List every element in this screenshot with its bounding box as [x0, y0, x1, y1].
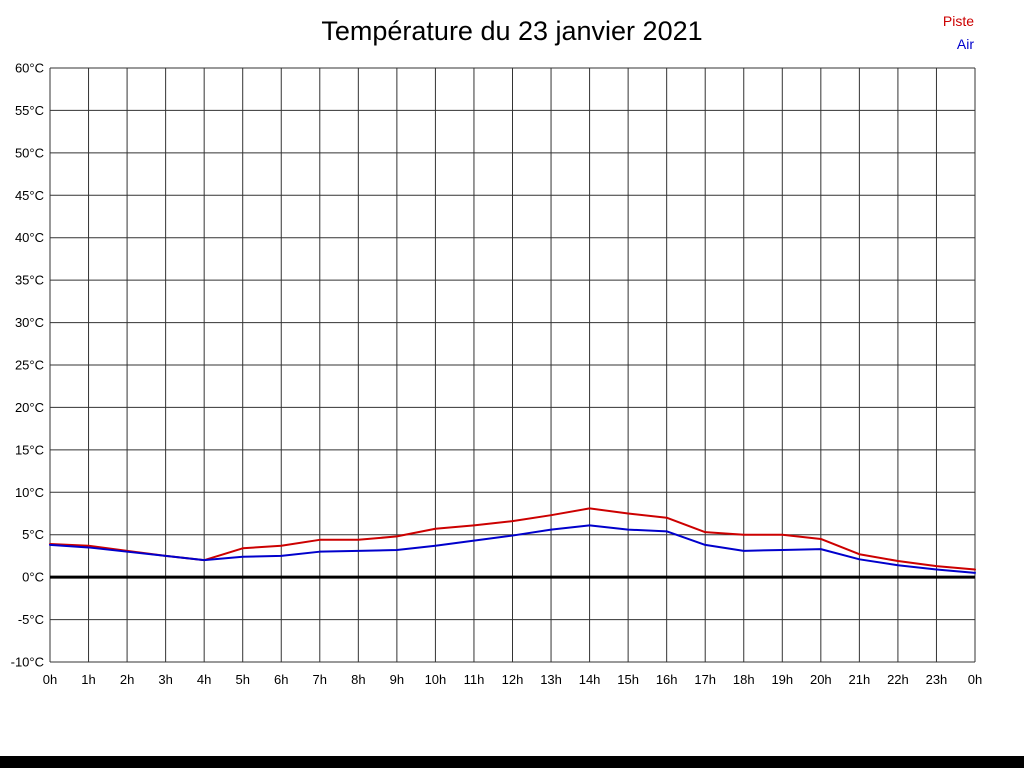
x-tick-label: 10h: [425, 672, 447, 687]
x-tick-label: 23h: [926, 672, 948, 687]
chart-legend: Piste Air: [943, 10, 974, 56]
x-tick-label: 13h: [540, 672, 562, 687]
y-tick-label: 0°C: [22, 570, 44, 585]
x-tick-label: 3h: [158, 672, 172, 687]
y-tick-label: 55°C: [15, 103, 44, 118]
y-tick-label: 50°C: [15, 145, 44, 160]
x-tick-label: 18h: [733, 672, 755, 687]
y-tick-label: 40°C: [15, 230, 44, 245]
series-line-air: [49, 524, 976, 574]
x-tick-label: 2h: [120, 672, 134, 687]
chart-title: Température du 23 janvier 2021: [321, 16, 703, 46]
x-tick-label: 20h: [810, 672, 832, 687]
x-tick-label: 7h: [313, 672, 327, 687]
x-tick-label: 22h: [887, 672, 909, 687]
x-tick-label: 0h: [43, 672, 57, 687]
x-tick-label: 0h: [968, 672, 982, 687]
x-tick-label: 16h: [656, 672, 678, 687]
legend-item-piste: Piste: [942, 13, 974, 29]
y-tick-label: -5°C: [18, 612, 44, 627]
legend-item-air: Air: [956, 36, 974, 52]
x-tick-label: 15h: [617, 672, 639, 687]
y-tick-label: 30°C: [15, 315, 44, 330]
x-tick-label: 11h: [464, 672, 485, 687]
x-tick-label: 6h: [274, 672, 288, 687]
x-tick-label: 8h: [351, 672, 365, 687]
x-tick-label: 12h: [502, 672, 524, 687]
y-tick-label: 10°C: [15, 485, 44, 500]
y-tick-label: 60°C: [15, 61, 44, 76]
y-tick-label: 35°C: [15, 273, 44, 288]
y-tick-label: 15°C: [15, 442, 44, 457]
y-tick-label: 20°C: [15, 400, 44, 415]
y-tick-label: -10°C: [11, 655, 44, 670]
x-tick-label: 4h: [197, 672, 211, 687]
bottom-black-bar: [0, 756, 1024, 768]
y-tick-label: 25°C: [15, 358, 44, 373]
x-tick-label: 19h: [771, 672, 793, 687]
y-tick-label: 45°C: [15, 188, 44, 203]
x-tick-label: 1h: [81, 672, 95, 687]
y-tick-label: 5°C: [22, 527, 44, 542]
x-tick-label: 5h: [235, 672, 249, 687]
x-tick-label: 21h: [849, 672, 871, 687]
x-tick-label: 14h: [579, 672, 601, 687]
x-tick-label: 17h: [694, 672, 716, 687]
x-tick-label: 9h: [390, 672, 404, 687]
